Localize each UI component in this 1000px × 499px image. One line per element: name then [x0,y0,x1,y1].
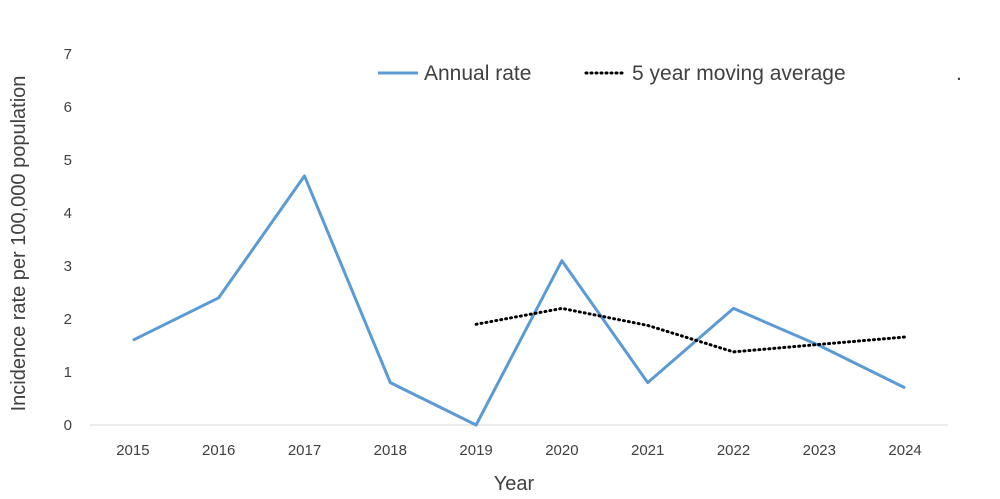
legend: Annual rate 5 year moving average. [378,62,962,85]
x-tick-label: 2017 [288,442,321,459]
y-tick-label: 2 [64,311,72,328]
moving-average-line [474,306,907,354]
y-tick-label: 5 [64,152,72,169]
x-tick-label: 2020 [545,442,578,459]
y-tick-label: 3 [64,258,72,275]
series-layer [132,174,907,427]
y-tick-label: 4 [64,205,72,222]
legend-trailing-mark: . [956,62,962,85]
y-axis-title: Incidence rate per 100,000 population [8,76,30,412]
x-tick-label: 2023 [803,442,836,459]
x-axis-ticks: 2015 2016 2017 2018 2019 2020 2021 2022 2023 2024 [116,442,922,459]
y-axis-ticks: 0 1 2 3 4 5 6 7 [64,46,72,434]
x-axis-title: Year [494,473,535,495]
legend-label: Annual rate [424,62,531,85]
x-tick-label: 2024 [888,442,921,459]
annual-rate-line [132,174,906,427]
y-tick-label: 0 [64,417,72,434]
x-tick-label: 2021 [631,442,664,459]
x-tick-label: 2015 [116,442,149,459]
legend-label: 5 year moving average [632,62,846,85]
x-tick-label: 2018 [374,442,407,459]
x-tick-label: 2016 [202,442,235,459]
y-tick-label: 6 [64,99,72,116]
y-tick-label: 7 [64,46,72,63]
x-tick-label: 2019 [459,442,492,459]
x-tick-label: 2022 [717,442,750,459]
y-tick-label: 1 [64,364,72,381]
